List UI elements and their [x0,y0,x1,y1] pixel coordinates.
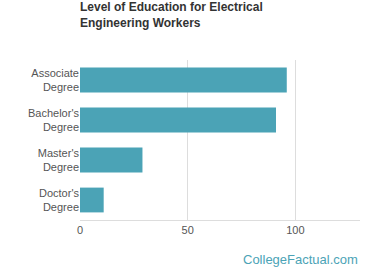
svg-text:Level of Education for Electri: Level of Education for ElectricalEnginee… [80,0,263,30]
svg-text:0: 0 [77,224,83,236]
svg-text:Master'sDegree: Master'sDegree [38,147,80,173]
svg-text:50: 50 [182,224,194,236]
svg-text:100: 100 [286,224,304,236]
svg-text:AssociateDegree: AssociateDegree [31,67,79,93]
svg-text:CollegeFactual.com: CollegeFactual.com [243,252,358,267]
svg-text:Bachelor'sDegree: Bachelor'sDegree [28,107,80,133]
svg-text:Doctor'sDegree: Doctor'sDegree [39,187,79,213]
